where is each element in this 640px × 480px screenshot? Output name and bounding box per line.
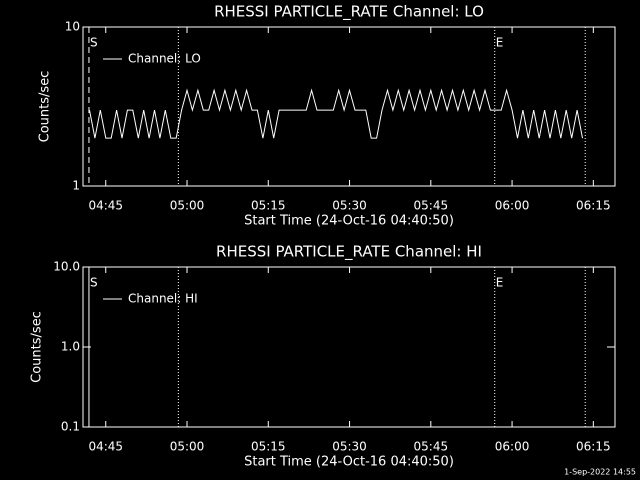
x-tick-label: 05:00: [170, 199, 205, 213]
y-axis-label: Counts/sec: [38, 71, 53, 143]
chart-title: RHESSI PARTICLE_RATE Channel: LO: [214, 3, 484, 22]
legend-label: Channel: LO: [128, 52, 201, 66]
x-tick-label: 05:00: [170, 440, 205, 454]
x-tick-label: 06:00: [495, 199, 530, 213]
data-line: [89, 88, 583, 139]
x-tick-label: 04:45: [88, 199, 123, 213]
y-tick-label: 1.0: [61, 340, 80, 354]
time-marker-label: S: [90, 36, 98, 50]
y-tick-label: 0.1: [61, 420, 80, 434]
time-marker-label: E: [496, 36, 504, 50]
legend-label: Channel: HI: [128, 292, 198, 306]
y-tick-label: 10: [65, 20, 80, 34]
x-tick-label: 04:45: [88, 440, 123, 454]
y-axis-label: Counts/sec: [30, 311, 45, 383]
x-tick-label: 05:30: [332, 440, 367, 454]
x-tick-label: 05:45: [414, 440, 449, 454]
x-tick-label: 06:15: [576, 199, 611, 213]
x-tick-label: 06:15: [576, 440, 611, 454]
y-tick-label: 10.0: [53, 260, 80, 274]
y-tick-label: 1: [72, 179, 80, 193]
x-tick-label: 06:00: [495, 440, 530, 454]
time-marker-label: S: [90, 276, 98, 290]
footer: 1-Sep-2022 14:55: [564, 468, 636, 477]
x-tick-label: 05:45: [414, 199, 449, 213]
x-tick-label: 05:15: [251, 440, 286, 454]
time-marker-label: E: [496, 276, 504, 290]
chart-title: RHESSI PARTICLE_RATE Channel: HI: [216, 243, 482, 262]
x-tick-label: 05:30: [332, 199, 367, 213]
plot-frame: [82, 26, 616, 187]
x-axis-label: Start Time (24-Oct-16 04:40:50): [244, 455, 454, 470]
x-tick-label: 05:15: [251, 199, 286, 213]
x-axis-label: Start Time (24-Oct-16 04:40:50): [244, 214, 454, 229]
